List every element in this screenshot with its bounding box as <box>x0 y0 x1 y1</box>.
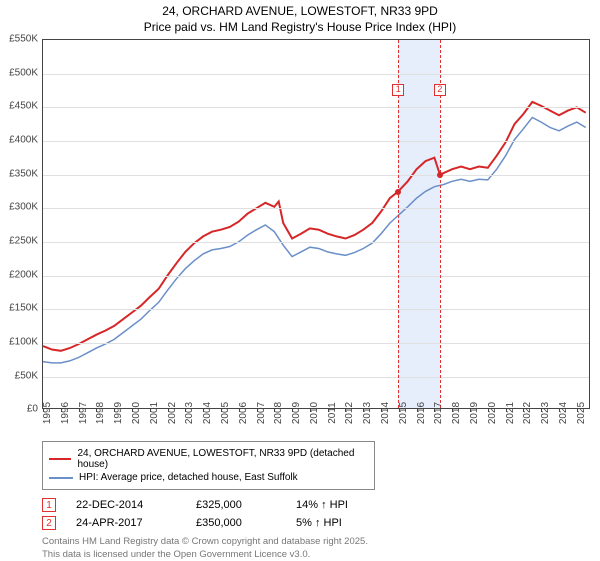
x-axis-label: 2000 <box>131 402 142 424</box>
legend-swatch-2 <box>49 477 73 479</box>
x-axis-label: 2014 <box>380 402 391 424</box>
y-axis-label: £400K <box>9 135 38 146</box>
y-axis-label: £250K <box>9 236 38 247</box>
legend-row-1: 24, ORCHARD AVENUE, LOWESTOFT, NR33 9PD … <box>49 448 368 470</box>
chart-marker: 1 <box>392 84 404 96</box>
sale-marker: 1 <box>42 498 56 512</box>
y-axis-label: £300K <box>9 202 38 213</box>
sale-delta: 14% ↑ HPI <box>296 499 348 511</box>
sale-dot <box>437 172 443 178</box>
x-axis-label: 1998 <box>95 402 106 424</box>
x-axis-label: 2012 <box>344 402 355 424</box>
legend-label-2: HPI: Average price, detached house, East… <box>79 472 298 483</box>
y-axis-label: £550K <box>9 34 38 45</box>
title-line1: 24, ORCHARD AVENUE, LOWESTOFT, NR33 9PD <box>0 4 600 20</box>
sale-dot <box>395 189 401 195</box>
legend-label-1: 24, ORCHARD AVENUE, LOWESTOFT, NR33 9PD … <box>77 448 368 470</box>
sales-table: 1 22-DEC-2014 £325,000 14% ↑ HPI 2 24-AP… <box>42 498 600 530</box>
series-line-price_paid <box>43 102 586 351</box>
sale-delta: 5% ↑ HPI <box>296 517 342 529</box>
footnote: Contains HM Land Registry data © Crown c… <box>42 536 600 561</box>
x-axis-label: 2021 <box>505 402 516 424</box>
sale-marker: 2 <box>42 516 56 530</box>
x-axis-label: 2025 <box>576 402 587 424</box>
x-axis-label: 2004 <box>202 402 213 424</box>
x-axis-label: 2015 <box>398 402 409 424</box>
x-axis-label: 2023 <box>540 402 551 424</box>
x-axis-label: 2003 <box>184 402 195 424</box>
x-axis-label: 2008 <box>273 402 284 424</box>
sale-row: 2 24-APR-2017 £350,000 5% ↑ HPI <box>42 516 600 530</box>
y-axis-label: £150K <box>9 303 38 314</box>
series-line-hpi <box>43 118 586 364</box>
x-axis-label: 2019 <box>469 402 480 424</box>
x-axis-label: 2016 <box>416 402 427 424</box>
chart-container: 24, ORCHARD AVENUE, LOWESTOFT, NR33 9PD … <box>0 0 600 560</box>
y-axis-label: £500K <box>9 67 38 78</box>
x-axis-label: 2018 <box>451 402 462 424</box>
sale-price: £325,000 <box>196 499 276 511</box>
y-axis-label: £350K <box>9 168 38 179</box>
sale-row: 1 22-DEC-2014 £325,000 14% ↑ HPI <box>42 498 600 512</box>
sale-date: 22-DEC-2014 <box>76 499 176 511</box>
sale-date: 24-APR-2017 <box>76 517 176 529</box>
x-axis-label: 2009 <box>291 402 302 424</box>
x-axis-label: 2020 <box>487 402 498 424</box>
sale-price: £350,000 <box>196 517 276 529</box>
x-axis-label: 2001 <box>149 402 160 424</box>
legend-row-2: HPI: Average price, detached house, East… <box>49 472 368 483</box>
y-axis-label: £450K <box>9 101 38 112</box>
line-svg <box>43 40 591 410</box>
footnote-line1: Contains HM Land Registry data © Crown c… <box>42 536 600 548</box>
legend-box: 24, ORCHARD AVENUE, LOWESTOFT, NR33 9PD … <box>42 441 375 490</box>
x-axis-label: 2011 <box>327 402 338 424</box>
x-axis-label: 2022 <box>522 402 533 424</box>
x-axis-label: 2002 <box>167 402 178 424</box>
y-axis-label: £200K <box>9 269 38 280</box>
x-axis-label: 2017 <box>433 402 444 424</box>
plot-area: 12 <box>42 39 590 409</box>
y-axis-label: £50K <box>15 370 38 381</box>
x-axis-label: 2007 <box>256 402 267 424</box>
y-axis-label: £100K <box>9 336 38 347</box>
x-axis-label: 2010 <box>309 402 320 424</box>
x-axis-label: 2013 <box>362 402 373 424</box>
chart-marker: 2 <box>434 84 446 96</box>
x-axis-label: 1999 <box>113 402 124 424</box>
x-axis-label: 1996 <box>60 402 71 424</box>
x-axis-label: 1997 <box>78 402 89 424</box>
legend-swatch-1 <box>49 458 71 460</box>
chart-area: 12 £0£50K£100K£150K£200K£250K£300K£350K£… <box>42 35 590 435</box>
x-axis-label: 2005 <box>220 402 231 424</box>
footnote-line2: This data is licensed under the Open Gov… <box>42 549 600 561</box>
x-axis-label: 2024 <box>558 402 569 424</box>
chart-title: 24, ORCHARD AVENUE, LOWESTOFT, NR33 9PD … <box>0 0 600 35</box>
x-axis-label: 2006 <box>238 402 249 424</box>
y-axis-label: £0 <box>27 404 38 415</box>
x-axis-label: 1995 <box>42 402 53 424</box>
title-line2: Price paid vs. HM Land Registry's House … <box>0 20 600 36</box>
